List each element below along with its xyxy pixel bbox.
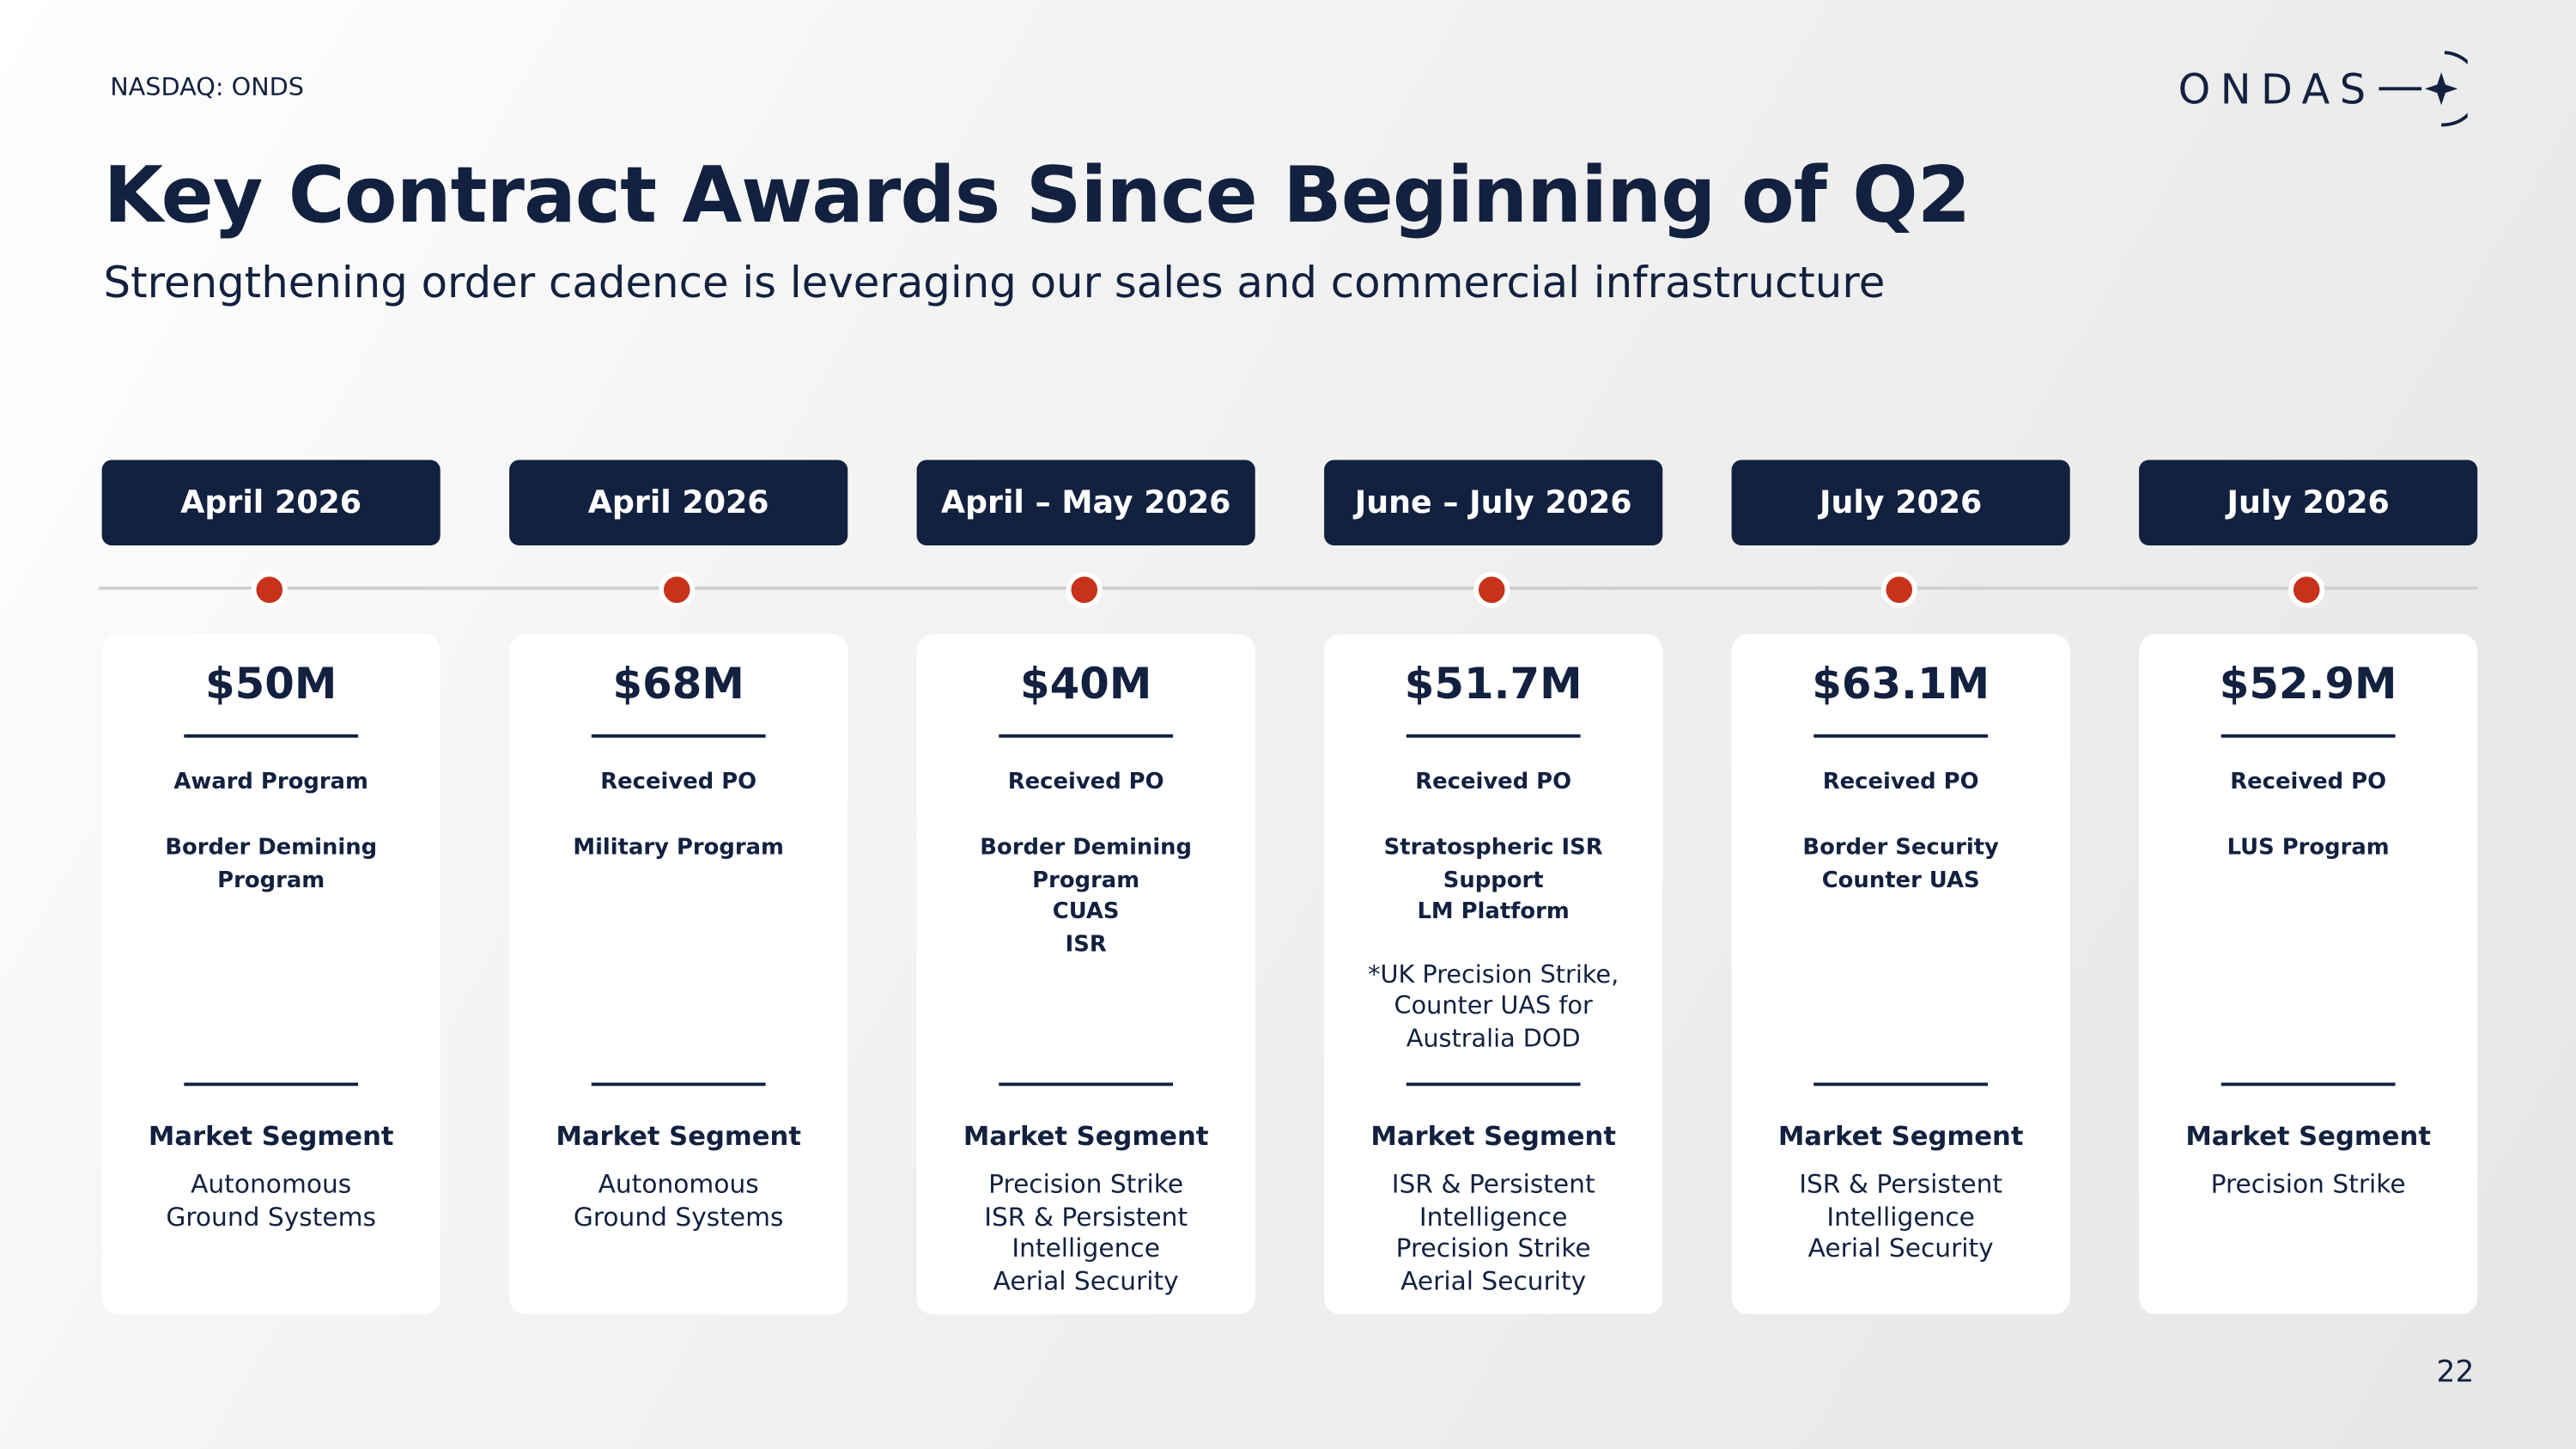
contract-card: $68M Received PO Military Program Market Se… — [509, 634, 848, 1315]
programs: Stratospheric ISR Support LM Platform *UK … — [1331, 833, 1656, 1055]
logo-mark — [2379, 51, 2468, 127]
amount: $40M — [1019, 660, 1152, 710]
note: *UK Precision Strike, Counter UAS for Au… — [1368, 959, 1619, 1053]
timeline — [98, 586, 2478, 590]
segment: Ground Systems — [166, 1202, 376, 1232]
divider — [591, 734, 766, 738]
contract-card: $52.9M Received PO LUS Program Market Segme… — [2139, 634, 2478, 1315]
program: ISR — [1065, 930, 1107, 958]
logo-text: ONDAS — [2178, 64, 2376, 113]
timeline-dot — [1066, 571, 1103, 608]
segment-label: Market Segment — [1777, 1120, 2024, 1152]
programs: LUS Program — [2146, 833, 2471, 865]
contract-card: $40M Received PO Border Demining Program CU… — [916, 634, 1255, 1315]
date-badge: April – May 2026 — [916, 460, 1255, 546]
amount: $50M — [205, 660, 337, 710]
segment: ISR & Persistent — [1391, 1169, 1595, 1200]
segments: Precision Strike — [2139, 1170, 2477, 1202]
timeline-dot — [659, 571, 696, 608]
program: Stratospheric ISR Support — [1383, 834, 1603, 893]
programs: Border Demining Program CUAS ISR — [923, 833, 1249, 961]
programs: Border Security Counter UAS — [1738, 833, 2063, 898]
divider — [2221, 1082, 2396, 1087]
program: Counter UAS — [1821, 866, 1980, 893]
segments: ISR & Persistent Intelligence Aerial Secur… — [1732, 1170, 2070, 1266]
divider — [184, 1082, 359, 1087]
award-type: Award Program — [173, 769, 368, 795]
segment: Aerial Security — [1400, 1265, 1587, 1296]
program: CUAS — [1052, 898, 1120, 925]
award-type: Received PO — [1822, 769, 1979, 795]
divider — [1814, 734, 1989, 738]
amount: $51.7M — [1404, 660, 1583, 710]
subtitle: Strengthening order cadence is leveragin… — [103, 259, 1886, 309]
segments: Autonomous Ground Systems — [509, 1170, 848, 1234]
segment: Precision Strike — [2210, 1169, 2406, 1200]
amount: $63.1M — [1812, 660, 1990, 710]
segment-label: Market Segment — [148, 1120, 394, 1152]
segment: ISR & Persistent — [1799, 1169, 2003, 1200]
divider — [1406, 734, 1581, 738]
divider — [999, 734, 1174, 738]
segment: Intelligence — [1419, 1202, 1568, 1232]
contract-card: $51.7M Received PO Stratospheric ISR Suppo… — [1324, 634, 1663, 1315]
program: LM Platform — [1417, 898, 1570, 925]
date-badge: April 2026 — [509, 460, 848, 546]
segment: ISR & Persistent — [984, 1202, 1188, 1232]
award-type: Received PO — [600, 769, 757, 795]
contract-card: $63.1M Received PO Border Security Counter … — [1731, 634, 2070, 1315]
contract-card: $50M Award Program Border Demining Program… — [101, 634, 440, 1315]
amount: $68M — [612, 660, 744, 710]
segment: Precision Strike — [988, 1169, 1184, 1200]
program: Military Program — [573, 834, 784, 861]
date-badge: June – July 2026 — [1324, 460, 1663, 546]
segment: Aerial Security — [1807, 1233, 1994, 1263]
divider — [184, 734, 359, 738]
segment: Intelligence — [1826, 1202, 1975, 1232]
segments: ISR & Persistent Intelligence Precision St… — [1324, 1170, 1662, 1298]
program: Border Security — [1802, 834, 1999, 861]
timeline-dot — [2288, 571, 2325, 608]
date-badge: April 2026 — [101, 460, 440, 546]
date-badge: July 2026 — [2139, 460, 2478, 546]
timeline-dot — [1880, 571, 1917, 608]
logo: ONDAS — [2178, 49, 2468, 128]
segment: Ground Systems — [573, 1202, 784, 1232]
divider — [2221, 734, 2396, 738]
divider — [1814, 1082, 1989, 1087]
program: Border Demining Program — [165, 834, 378, 893]
segments: Precision Strike ISR & Persistent Intellig… — [917, 1170, 1255, 1298]
segment-label: Market Segment — [963, 1120, 1209, 1152]
divider — [999, 1082, 1174, 1087]
segment-label: Market Segment — [1370, 1120, 1616, 1152]
segment: Aerial Security — [993, 1265, 1179, 1296]
segment: Autonomous — [598, 1169, 759, 1200]
date-badge: July 2026 — [1731, 460, 2070, 546]
page-number: 22 — [2436, 1355, 2475, 1391]
programs: Military Program — [516, 833, 841, 865]
award-type: Received PO — [1415, 769, 1572, 795]
program: LUS Program — [2227, 834, 2390, 861]
divider — [591, 1082, 766, 1087]
programs: Border Demining Program — [108, 833, 434, 898]
ticker: NASDAQ: ONDS — [110, 72, 304, 102]
segments: Autonomous Ground Systems — [102, 1170, 440, 1234]
segment-label: Market Segment — [2185, 1120, 2431, 1152]
divider — [1406, 1082, 1581, 1087]
award-type: Received PO — [2230, 769, 2387, 795]
title: Key Contract Awards Since Beginning of Q… — [103, 150, 1971, 242]
timeline-dot — [251, 571, 288, 608]
segment-label: Market Segment — [556, 1120, 801, 1152]
program: Border Demining Program — [980, 834, 1193, 893]
timeline-dot — [1473, 571, 1510, 608]
segment: Intelligence — [1012, 1233, 1160, 1263]
amount: $52.9M — [2219, 660, 2397, 710]
segment: Precision Strike — [1395, 1233, 1591, 1263]
award-type: Received PO — [1007, 769, 1164, 795]
segment: Autonomous — [191, 1169, 352, 1200]
